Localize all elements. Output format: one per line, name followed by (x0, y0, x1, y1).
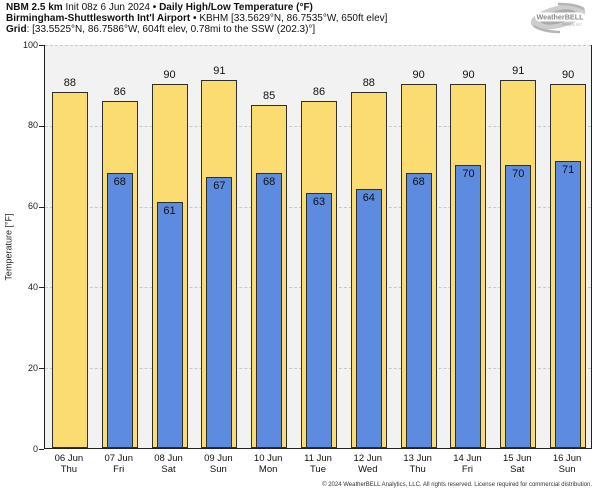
header-line-3: Grid: [33.5525°N, 86.7586°W, 604ft elev,… (6, 24, 315, 35)
low-bar (306, 193, 332, 448)
x-tick-weekday: Fri (113, 464, 125, 475)
station-name: Birmingham-Shuttlesworth Int'l Airport (6, 13, 191, 24)
logo-brand-text: WeatherBELL (537, 13, 585, 22)
logo-sub-text: Analytics LLC (562, 23, 582, 27)
high-value-label: 88 (362, 77, 375, 90)
x-tick-label: 08 Jun Sat (144, 453, 194, 475)
low-bar (156, 201, 183, 448)
grid-info: : [33.5525°N, 86.7586°W, 604ft elev, 0.7… (26, 24, 316, 35)
x-tick-label: 16 Jun Sun (542, 453, 592, 475)
x-tick-date: 12 Jun (353, 453, 383, 464)
x-tick-label: 12 Jun Wed (343, 453, 393, 475)
x-tick-label: 10 Jun Mon (243, 453, 293, 475)
x-tick-weekday: Sun (558, 464, 576, 475)
low-value-label: 61 (163, 204, 176, 217)
low-bar (355, 189, 382, 448)
y-tick-mark (39, 287, 44, 289)
y-tick-label: 40 (27, 281, 38, 292)
y-tick-mark (39, 125, 44, 127)
x-tick-weekday: Tue (309, 464, 327, 475)
low-bar (405, 173, 432, 448)
plot-area: 88 86 68 90 61 91 67 85 68 86 63 88 64 90 68 90 70 91 70 90… (44, 45, 592, 449)
low-value-label: 71 (561, 164, 575, 177)
x-tick-date: 06 Jun (54, 453, 84, 464)
x-tick-weekday: Sun (209, 464, 227, 475)
x-tick-label: 09 Jun Sun (193, 453, 243, 475)
high-value-label: 90 (412, 69, 425, 82)
low-bar (256, 173, 283, 448)
x-tick-label: 11 Jun Tue (293, 453, 343, 475)
init-time: Init 08z 6 Jun 2024 (65, 2, 150, 13)
x-tick-label: 07 Jun Fri (94, 453, 144, 475)
x-tick-weekday: Thu (60, 464, 78, 475)
high-value-label: 85 (263, 89, 276, 102)
x-tick-weekday: Sat (510, 464, 525, 475)
x-tick-date: 11 Jun (304, 453, 332, 464)
y-tick-mark (39, 368, 44, 370)
low-bar (505, 165, 532, 448)
low-bar (555, 161, 582, 448)
y-tick-mark (39, 449, 44, 450)
x-tick-date: 08 Jun (154, 453, 183, 464)
low-value-label: 63 (312, 196, 326, 209)
low-value-label: 68 (113, 176, 126, 189)
x-tick-label: 13 Jun Thu (393, 453, 443, 475)
x-tick-weekday: Sat (161, 464, 176, 475)
high-value-label: 86 (312, 85, 326, 98)
gridline (45, 45, 591, 46)
x-tick-date: 15 Jun (503, 453, 532, 464)
low-value-label: 70 (512, 168, 525, 181)
x-tick-weekday: Wed (358, 464, 378, 475)
low-value-label: 68 (263, 176, 276, 189)
low-value-label: 67 (213, 180, 226, 193)
product-title: Daily High/Low Temperature (°F) (159, 2, 313, 13)
y-tick-label: 60 (27, 201, 38, 212)
grid-label: Grid (6, 24, 27, 35)
high-value-label: 90 (163, 69, 176, 82)
x-tick-weekday: Thu (409, 464, 426, 475)
y-tick-label: 20 (27, 362, 38, 373)
high-value-label: 91 (213, 65, 226, 78)
x-tick-date: 14 Jun (453, 453, 482, 464)
low-value-label: 68 (412, 176, 425, 189)
x-tick-date: 16 Jun (552, 453, 582, 464)
x-tick-label: 15 Jun Sat (492, 453, 542, 475)
x-tick-weekday: Mon (258, 464, 278, 475)
high-value-label: 91 (512, 65, 525, 78)
high-value-label: 86 (113, 85, 126, 98)
y-tick-label: 100 (22, 39, 38, 50)
low-value-label: 64 (362, 192, 375, 205)
high-value-label: 90 (462, 69, 475, 82)
high-value-label: 88 (63, 77, 77, 90)
y-tick-label: 0 (32, 443, 38, 454)
x-tick-label: 14 Jun Fri (442, 453, 492, 475)
copyright-text: © 2024 WeatherBELL Analytics, LLC. All r… (322, 482, 592, 488)
x-tick-date: 10 Jun (253, 453, 283, 464)
weatherbell-logo-icon: WeatherBELL Analytics LLC (530, 2, 586, 34)
x-tick-date: 07 Jun (104, 453, 133, 464)
header-line-2: Birmingham-Shuttlesworth Int'l Airport •… (6, 13, 387, 24)
high-value-label: 90 (561, 69, 575, 82)
bullet-separator: • (152, 2, 157, 13)
x-tick-label: 06 Jun Thu (44, 453, 94, 475)
bullet-separator: • (193, 13, 197, 24)
low-bar (455, 165, 482, 448)
y-tick-mark (39, 206, 44, 208)
model-name: NBM 2.5 km (6, 2, 63, 13)
y-tick-mark (39, 45, 44, 46)
low-bar (106, 173, 133, 448)
x-tick-date: 13 Jun (403, 453, 432, 464)
low-bar (206, 177, 233, 448)
x-tick-date: 09 Jun (204, 453, 233, 464)
header-line-1: NBM 2.5 km Init 08z 6 Jun 2024 • Daily H… (6, 2, 313, 13)
station-info: KBHM [33.5629°N, 86.7535°W, 650ft elev] (199, 13, 388, 24)
low-value-label: 70 (462, 168, 475, 181)
high-bar (51, 92, 88, 448)
y-axis-title: Temperature [°F] (4, 213, 14, 281)
x-tick-weekday: Fri (461, 464, 473, 475)
y-tick-label: 80 (27, 120, 38, 131)
